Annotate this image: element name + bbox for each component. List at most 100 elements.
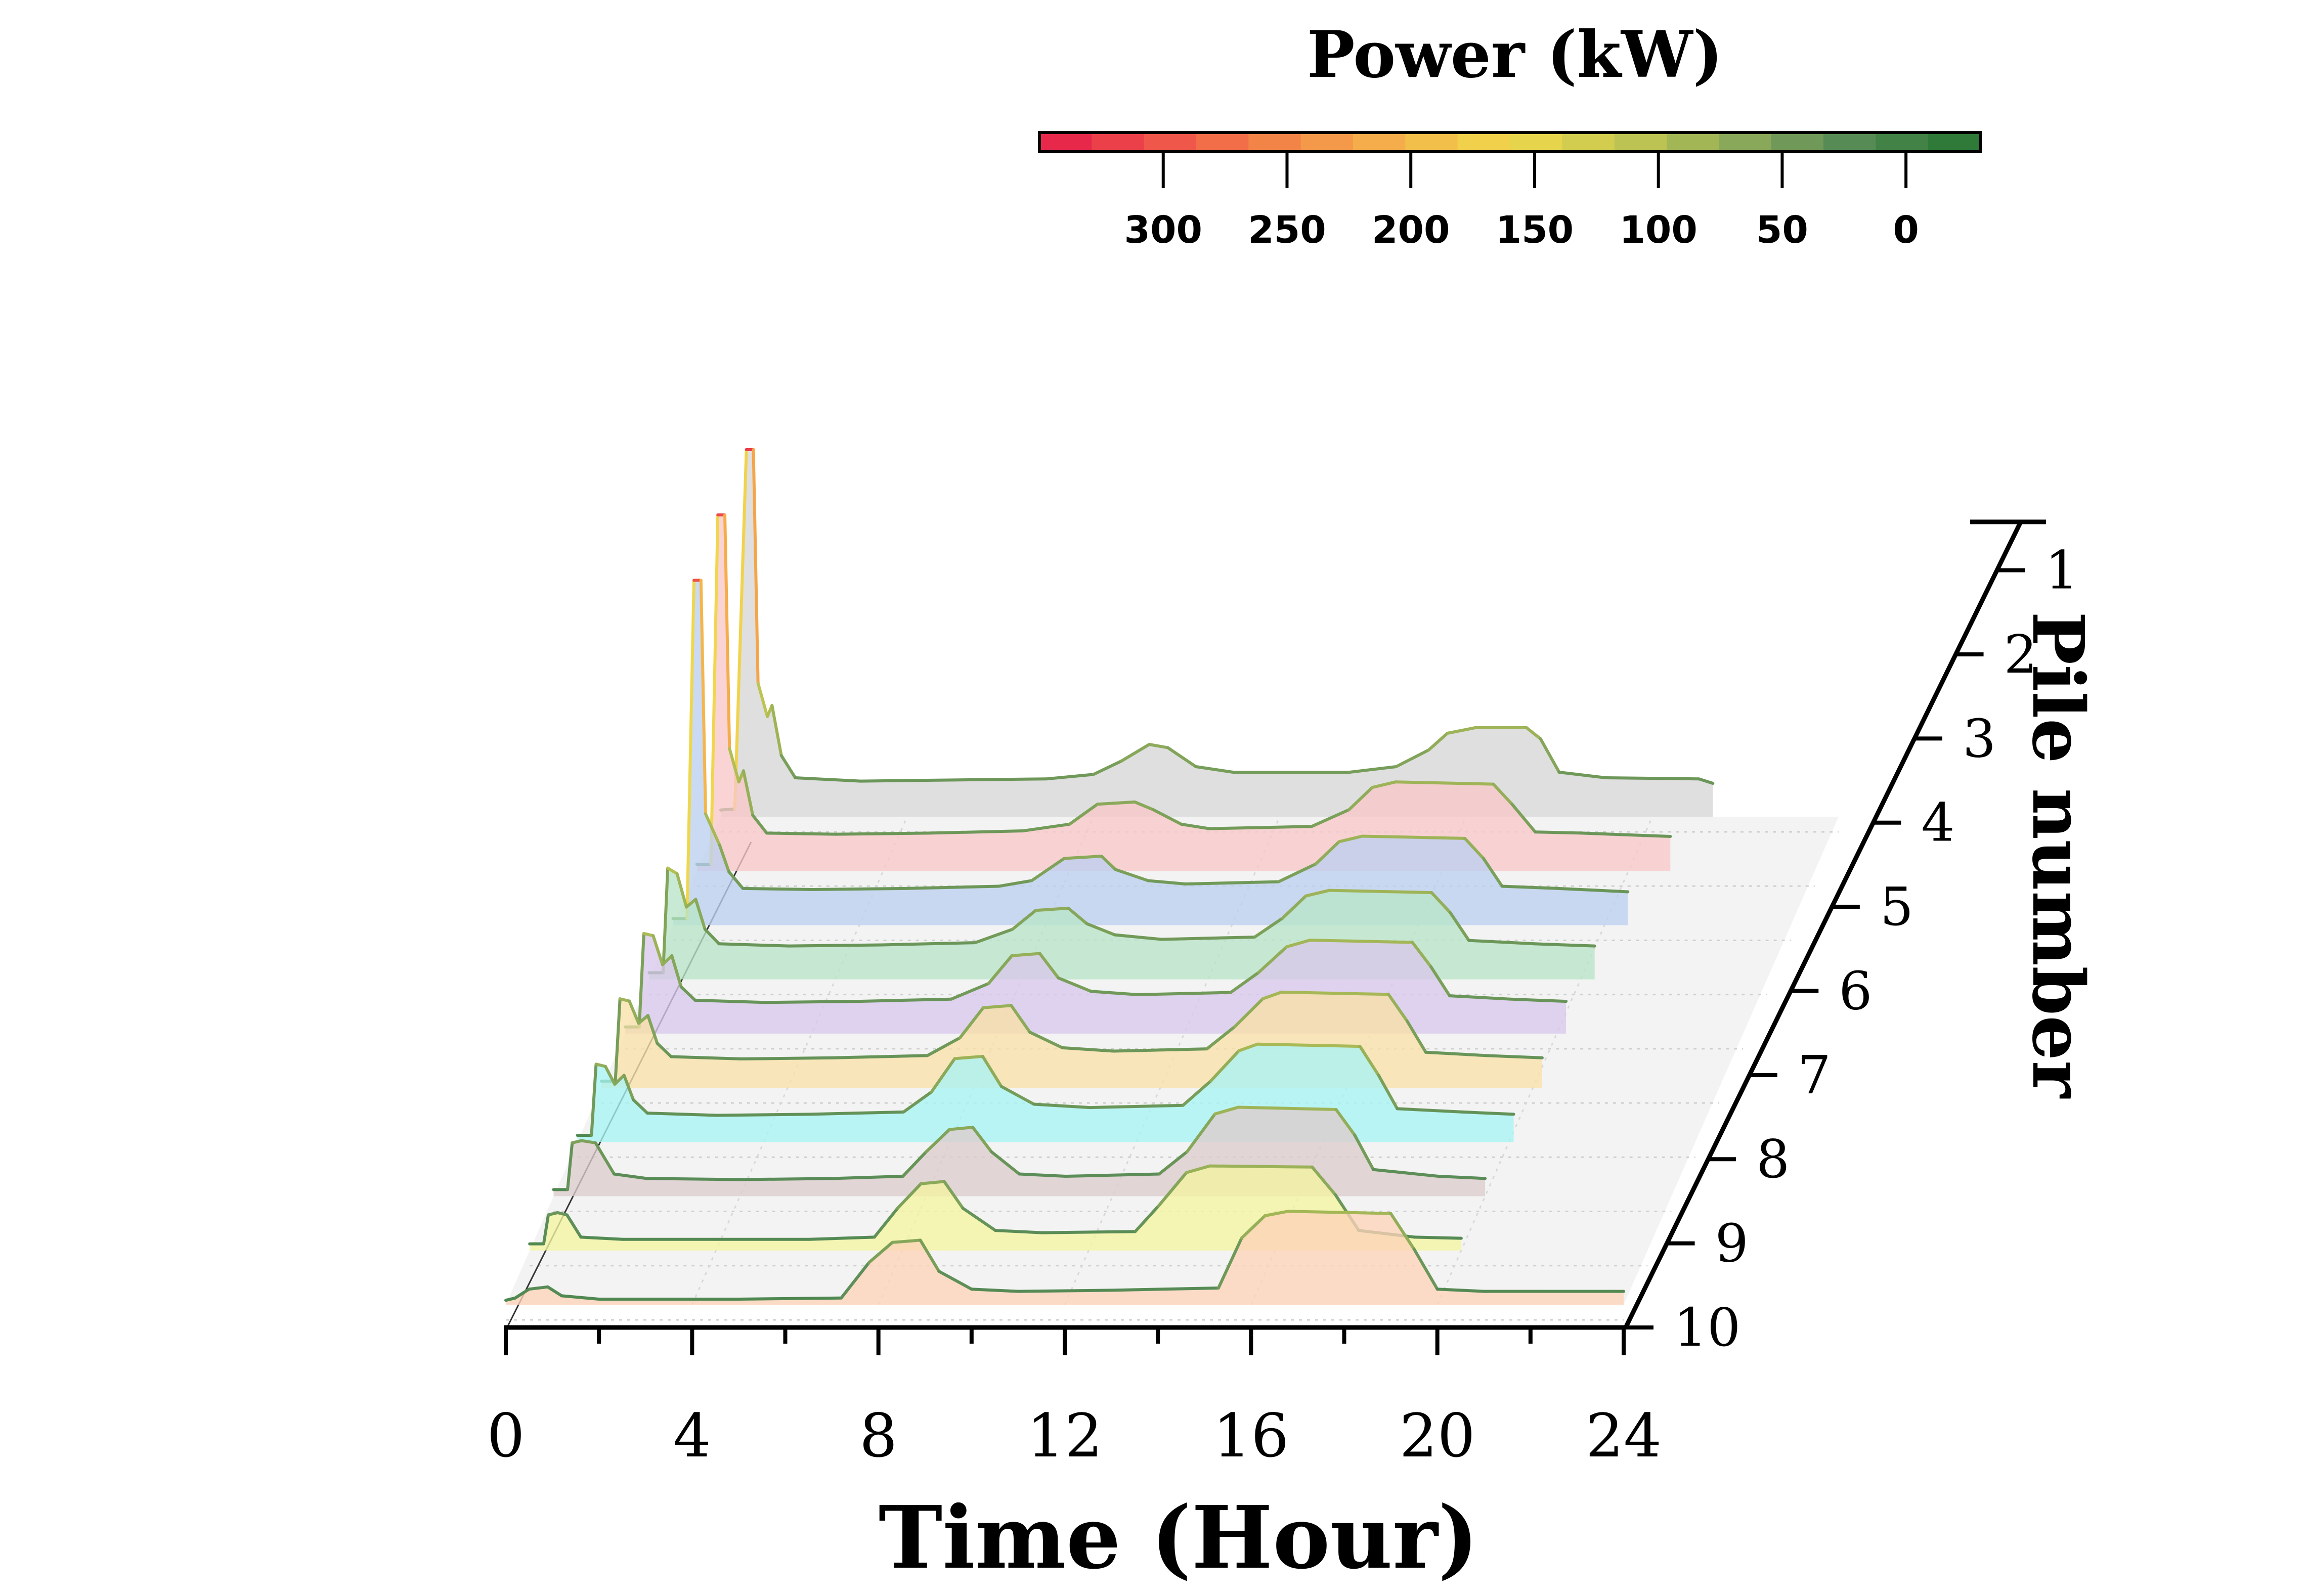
colorbar: Power (kW) 300 250 200 150 100 50 0 — [1038, 17, 1982, 252]
series-line-segment — [1205, 1025, 1237, 1051]
series-area — [721, 450, 1713, 817]
x-tick-label: 0 — [487, 1401, 525, 1471]
series-line-segment — [1429, 965, 1451, 998]
series-line-segment — [902, 1090, 933, 1114]
series-line-segment — [742, 769, 755, 817]
series-line-segment — [704, 812, 721, 847]
series-line-segment — [1207, 825, 1314, 830]
series-line-segment — [1510, 803, 1537, 834]
series-line-segment — [833, 1054, 929, 1059]
series-line-segment — [942, 1180, 965, 1210]
series-pile-3 — [671, 579, 1630, 925]
series-area — [673, 580, 1628, 925]
series-line-segment — [1580, 831, 1672, 838]
series-line-segment — [1256, 1042, 1362, 1048]
colorbar-segment — [1510, 132, 1563, 152]
series-line-segment — [1263, 1210, 1290, 1217]
series-line-segment — [891, 1238, 922, 1244]
series-line-segment — [1010, 952, 1041, 957]
colorbar-segment — [1144, 132, 1197, 152]
z-tick-label: 4 — [1921, 792, 1954, 854]
series-pile-1 — [719, 448, 1715, 817]
series-line-segment — [594, 1062, 607, 1068]
series-line-segment — [645, 1177, 742, 1181]
series-line-segment — [1372, 1168, 1441, 1178]
series-line-segment — [999, 1085, 1036, 1106]
series-line-segment — [1327, 889, 1433, 895]
series-line-segment — [1237, 1105, 1338, 1111]
series-line-segment — [709, 513, 720, 866]
series-line-segment — [679, 985, 697, 1002]
series-line-segment — [949, 982, 990, 1001]
colorbar-tick-label: 200 — [1372, 208, 1450, 252]
series-line-segment — [1353, 1133, 1375, 1171]
colorbar-segment — [1928, 132, 1981, 152]
series-line-segment — [685, 579, 695, 920]
series-line-segment — [1112, 1047, 1208, 1053]
series-line-segment — [513, 1288, 531, 1300]
series-line-segment — [1136, 991, 1233, 996]
series-line-segment — [1067, 906, 1089, 925]
series-line-segment — [580, 1139, 597, 1144]
series-line-segment — [1180, 822, 1211, 830]
series-line-segment — [1233, 997, 1265, 1029]
colorbar-segment — [1300, 132, 1354, 152]
series-line-segment — [1119, 743, 1151, 763]
series-line-segment — [1697, 777, 1715, 785]
series-line-segment — [926, 1036, 962, 1057]
z-axis-title: Pile number — [2016, 611, 2099, 1099]
series-line-segment — [1532, 942, 1596, 948]
series-line-segment — [1556, 886, 1630, 894]
colorbar-segment — [1667, 132, 1720, 152]
series-line-segment — [1028, 1031, 1064, 1049]
series-line-segment — [560, 1294, 601, 1301]
series-area — [506, 1211, 1624, 1305]
series-line-segment — [1100, 855, 1117, 871]
series-line-segment — [1411, 941, 1433, 968]
series-line-segment — [1396, 1107, 1464, 1114]
series-line-segment — [930, 1057, 956, 1094]
series-line-segment — [1240, 1214, 1267, 1239]
series-line-segment — [856, 997, 953, 1003]
series-line-segment — [1157, 1171, 1188, 1208]
series-line-segment — [590, 1062, 598, 1137]
colorbar-segment — [1614, 132, 1667, 152]
series-line-segment — [1089, 990, 1140, 996]
series-line-segment — [1209, 1049, 1241, 1083]
series-line-segment — [1010, 1004, 1032, 1034]
colorbar-segment — [1562, 132, 1615, 152]
colorbar-tick-label: 100 — [1619, 208, 1697, 252]
series-line-segment — [1146, 879, 1187, 886]
series-line-segment — [1085, 922, 1117, 937]
series-line-segment — [997, 879, 1033, 888]
series-line-segment — [1525, 726, 1542, 740]
series-line-segment — [1181, 1079, 1212, 1107]
series-line-segment — [763, 1000, 860, 1004]
series-line-segment — [1063, 855, 1103, 860]
series-line-segment — [594, 1141, 616, 1176]
series-line-segment — [628, 999, 640, 1025]
series-line-segment — [571, 1139, 583, 1144]
series-line-segment — [1045, 773, 1095, 781]
series-line-segment — [1213, 1105, 1240, 1116]
series-line-segment — [603, 1065, 617, 1086]
series-line-segment — [645, 1112, 719, 1117]
z-tick-label: 10 — [1674, 1297, 1740, 1358]
series-line-segment — [1604, 776, 1701, 781]
series-line-segment — [1088, 1103, 1185, 1110]
series-line-segment — [504, 1296, 517, 1302]
series-line-segment — [1449, 911, 1470, 942]
series-line-segment — [1281, 894, 1308, 920]
series-line-segment — [1068, 803, 1099, 826]
series-line-segment — [579, 1235, 625, 1241]
series-line-segment — [1424, 1050, 1488, 1057]
series-line-segment — [987, 954, 1014, 985]
series-line-segment — [675, 872, 688, 909]
series-line-segment — [961, 1207, 997, 1232]
colorbar-segment — [1719, 132, 1772, 152]
series-line-segment — [779, 754, 797, 779]
series-line-segment — [661, 866, 670, 974]
series-line-segment — [715, 1113, 812, 1117]
series-line-segment — [794, 776, 862, 783]
z-tick-label: 8 — [1756, 1128, 1790, 1190]
